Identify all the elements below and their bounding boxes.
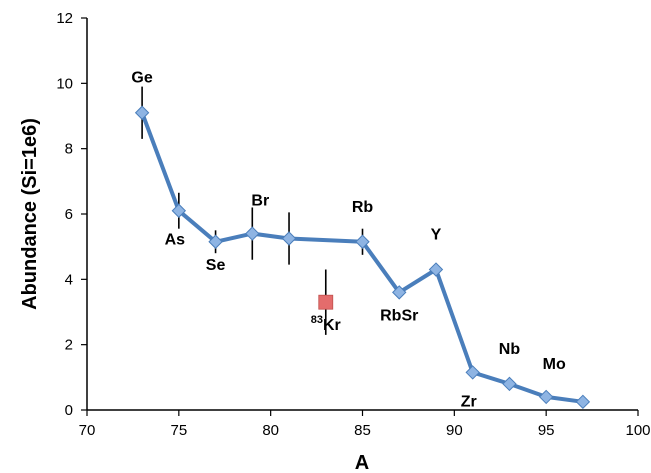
markers (134, 105, 591, 410)
point-label: Nb (499, 341, 521, 358)
tick-labels: 70 75 80 85 90 95 100 0 2 4 6 8 10 12 (56, 10, 650, 439)
point-label: Mo (543, 356, 566, 373)
point-label: Se (206, 257, 226, 274)
x-tick-label: 75 (170, 422, 187, 439)
point-label: Y (431, 227, 442, 244)
x-tick-label: 90 (446, 422, 463, 439)
x-tick-label: 95 (538, 422, 555, 439)
point-label: 83Kr (311, 314, 341, 334)
y-axis-title: Abundance (Si=1e6) (19, 118, 41, 310)
data-point (538, 389, 554, 405)
y-tick-label: 0 (65, 402, 73, 419)
data-point (208, 234, 223, 249)
data-point (318, 294, 334, 310)
point-label: As (165, 232, 186, 249)
y-tick-label: 10 (56, 75, 73, 92)
x-axis-title: A (355, 452, 369, 473)
x-tick-label: 100 (625, 422, 650, 439)
point-label: Ge (131, 70, 152, 87)
series-line (140, 110, 585, 404)
point-label-superscript: 83 (311, 314, 323, 326)
data-point (171, 203, 187, 218)
data-point (575, 394, 591, 410)
y-tick-label: 12 (56, 10, 73, 27)
x-tick-label: 85 (354, 422, 371, 439)
point-label: Br (251, 193, 269, 210)
data-point (134, 105, 150, 120)
ticks (81, 17, 639, 416)
y-tick-label: 4 (65, 271, 73, 288)
x-tick-label: 80 (262, 422, 279, 439)
data-point (281, 231, 297, 246)
data-point (465, 365, 480, 380)
annotations: Ge As Se Br Rb RbSr Y Zr Nb Mo 83Kr (131, 70, 566, 411)
data-point (502, 376, 517, 392)
y-tick-label: 8 (65, 141, 73, 158)
point-label: Rb (352, 199, 374, 216)
point-label: RbSr (380, 307, 418, 324)
point-label: Zr (461, 393, 477, 410)
y-tick-label: 2 (65, 337, 73, 354)
x-tick-label: 70 (79, 422, 96, 439)
data-point (392, 285, 407, 300)
series-lines (140, 110, 585, 404)
data-point (428, 262, 444, 277)
data-point (245, 226, 260, 241)
point-label-text: Kr (323, 317, 341, 334)
data-point (355, 234, 370, 249)
y-tick-label: 6 (65, 206, 73, 223)
